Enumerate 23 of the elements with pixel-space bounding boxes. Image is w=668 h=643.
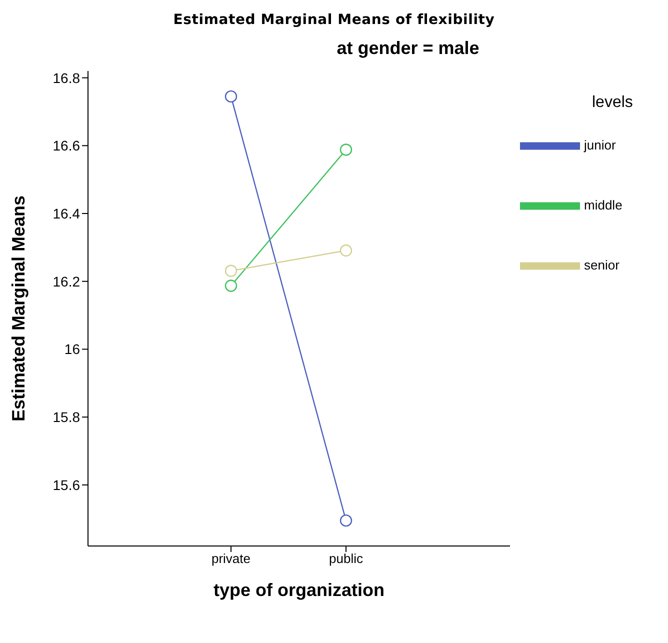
point bbox=[224, 90, 238, 103]
y-tick-label: 16.2 bbox=[52, 273, 80, 290]
y-tick-label: 16.8 bbox=[52, 70, 80, 86]
x-tick-label: private bbox=[211, 551, 251, 566]
point bbox=[224, 280, 238, 292]
x-tick-label: public bbox=[329, 551, 364, 566]
legend-label: junior bbox=[584, 137, 616, 152]
point bbox=[340, 244, 352, 257]
y-tick-label: 16.4 bbox=[52, 205, 80, 222]
x-axis-title: type of organization bbox=[214, 580, 384, 600]
y-axis-title: Estimated Marginal Means bbox=[8, 195, 28, 422]
point bbox=[224, 264, 238, 277]
point bbox=[340, 144, 352, 156]
chart-subtitle: at gender = male bbox=[336, 38, 480, 59]
y-tick-label: 15.6 bbox=[52, 476, 80, 493]
chart-title: Estimated Marginal Means of flexibility bbox=[172, 12, 496, 28]
y-tick-label: 16.6 bbox=[52, 138, 80, 154]
legend-label: middle bbox=[584, 197, 622, 212]
legend-label: senior bbox=[584, 257, 620, 272]
y-tick-label: 16 bbox=[64, 341, 80, 358]
y-tick-label: 15.8 bbox=[52, 409, 80, 426]
point bbox=[340, 514, 352, 527]
legend-title: levels bbox=[592, 94, 634, 112]
